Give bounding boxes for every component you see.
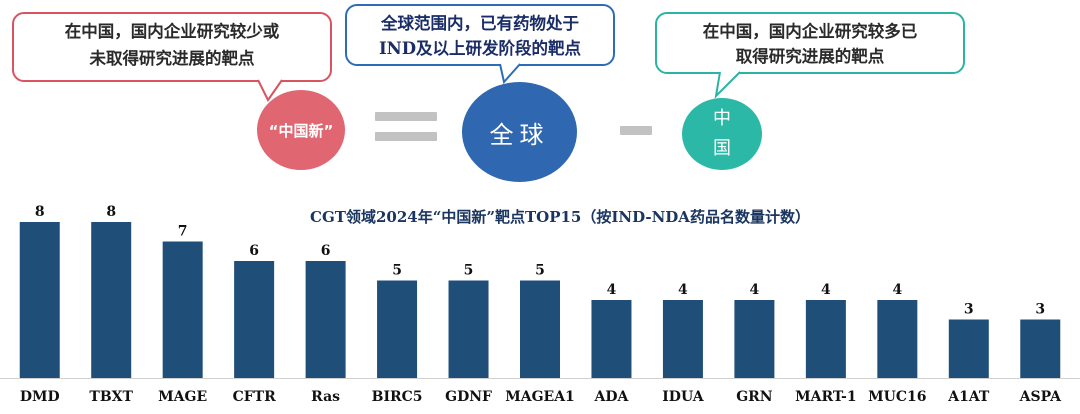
bar-mage <box>162 241 203 378</box>
data-label-muc16: 4 <box>892 282 902 298</box>
data-label-dmd: 8 <box>35 204 45 220</box>
callout-right-line-1: 在中国，国内企业研究较多已 <box>702 22 918 41</box>
china-label-line-2: 国 <box>713 138 731 159</box>
x-tick-idua: IDUA <box>662 389 704 405</box>
data-label-grn: 4 <box>750 282 760 298</box>
callout-left-line-2: 未取得研究进展的靶点 <box>89 49 255 68</box>
x-tick-gdnf: GDNF <box>445 389 492 405</box>
china-new-circle: “中国新” <box>257 90 345 170</box>
callout-mid-line-2: IND及以上研发阶段的靶点 <box>378 39 582 58</box>
callout-global-ind: 全球范围内，已有药物处于 IND及以上研发阶段的靶点 <box>345 4 615 66</box>
data-label-a1at: 3 <box>964 302 974 318</box>
x-tick-muc16: MUC16 <box>868 389 926 405</box>
bar-aspa <box>1020 319 1061 378</box>
x-tick-magea1: MAGEA1 <box>505 389 575 405</box>
china-circle: 中 国 <box>682 98 762 170</box>
minus-sign <box>620 126 652 135</box>
bar-tbxt <box>91 222 132 378</box>
bar-grn <box>734 300 775 378</box>
data-label-gdnf: 5 <box>464 263 474 279</box>
callout-china-progress: 在中国，国内企业研究较多已 取得研究进展的靶点 <box>655 12 965 74</box>
bar-muc16 <box>877 300 918 378</box>
callout-left-line-1: 在中国，国内企业研究较少或 <box>64 22 280 41</box>
x-tick-ada: ADA <box>594 389 630 405</box>
x-tick-mart-1: MART-1 <box>795 389 856 405</box>
data-label-mart-1: 4 <box>821 282 831 298</box>
callout-right-line-2: 取得研究进展的靶点 <box>735 47 885 66</box>
data-label-mage: 7 <box>178 224 188 240</box>
bar-cftr <box>234 261 275 378</box>
global-label: 全球 <box>489 120 550 149</box>
callout-mid-line-1: 全球范围内，已有药物处于 <box>381 14 579 33</box>
x-tick-aspa: ASPA <box>1019 389 1062 405</box>
bar-dmd <box>19 222 60 378</box>
x-tick-cftr: CFTR <box>233 389 277 405</box>
equals-sign <box>375 112 437 142</box>
data-label-ras: 6 <box>321 243 331 259</box>
china-label-line-1: 中 <box>713 108 731 129</box>
chart-title: CGT领域2024年“中国新”靶点TOP15（按IND-NDA药品名数量计数） <box>310 208 810 226</box>
china-new-label: “中国新” <box>268 121 334 140</box>
x-tick-grn: GRN <box>736 389 773 405</box>
bar-idua <box>662 300 703 378</box>
bar-ada <box>591 300 632 378</box>
equals-bar-top <box>375 112 437 121</box>
data-label-ada: 4 <box>607 282 617 298</box>
x-tick-birc5: BIRC5 <box>372 389 423 405</box>
data-label-cftr: 6 <box>249 243 259 259</box>
data-label-magea1: 5 <box>535 263 545 279</box>
data-label-aspa: 3 <box>1035 302 1045 318</box>
equals-bar-bottom <box>375 132 437 141</box>
data-label-birc5: 5 <box>392 263 402 279</box>
bar-birc5 <box>377 280 418 378</box>
data-label-idua: 4 <box>678 282 688 298</box>
data-label-tbxt: 8 <box>106 204 116 220</box>
bar-ras <box>305 261 346 378</box>
x-tick-tbxt: TBXT <box>89 389 133 405</box>
x-tick-mage: MAGE <box>158 389 207 405</box>
x-tick-ras: Ras <box>311 389 340 405</box>
callout-china-few-research: 在中国，国内企业研究较少或 未取得研究进展的靶点 <box>12 12 332 82</box>
x-tick-a1at: A1AT <box>947 389 990 405</box>
bar-a1at <box>948 319 989 378</box>
global-circle: 全球 <box>462 82 577 182</box>
bar-gdnf <box>448 280 489 378</box>
x-tick-dmd: DMD <box>20 389 60 405</box>
bar-magea1 <box>520 280 560 378</box>
bar-mart-1 <box>805 300 846 378</box>
